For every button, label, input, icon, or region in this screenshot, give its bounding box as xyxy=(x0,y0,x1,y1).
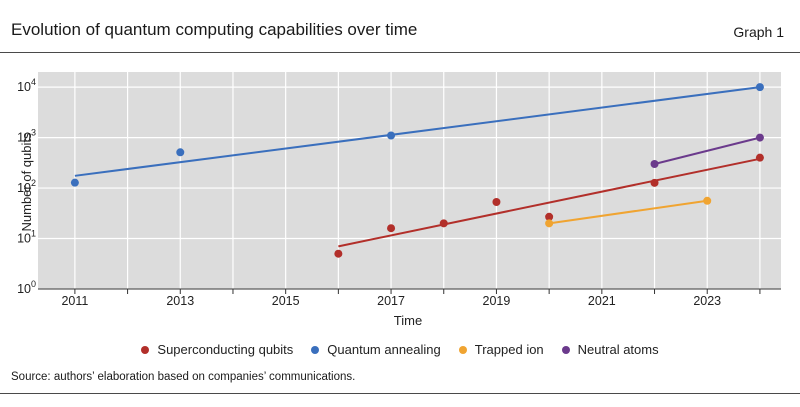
graph-number-label: Graph 1 xyxy=(733,24,784,40)
data-point-neutral-atoms xyxy=(755,133,764,142)
trend-line-superconducting-qubits xyxy=(338,157,761,248)
chart-legend: Superconducting qubits Quantum annealing T… xyxy=(0,342,800,357)
data-point-superconducting-qubits xyxy=(650,178,659,187)
trend-line-trapped-ion xyxy=(549,199,708,225)
data-point-superconducting-qubits xyxy=(492,197,501,206)
legend-label: Superconducting qubits xyxy=(157,342,294,357)
data-point-quantum-annealing xyxy=(755,83,764,92)
trend-line-quantum-annealing xyxy=(74,86,761,177)
x-tick-label: 2013 xyxy=(166,294,194,308)
data-point-superconducting-qubits xyxy=(545,212,554,221)
data-point-superconducting-qubits xyxy=(439,219,448,228)
y-axis-label: Number of qubits xyxy=(19,132,34,231)
legend-item-trapped-ion: Trapped ion xyxy=(458,342,544,357)
data-point-quantum-annealing xyxy=(387,131,396,140)
data-point-neutral-atoms xyxy=(650,159,659,168)
legend-label: Trapped ion xyxy=(474,342,544,357)
bottom-divider xyxy=(0,393,800,394)
data-point-quantum-annealing xyxy=(176,148,185,157)
source-note: Source: authors’ elaboration based on co… xyxy=(11,371,356,383)
legend-marker xyxy=(141,345,150,354)
x-tick-label: 2017 xyxy=(377,294,405,308)
chart-area: 2011 2013 2015 2017 2019 2021 2023100101102103… xyxy=(17,72,781,328)
chart-title: Evolution of quantum computing capabilit… xyxy=(11,20,418,39)
legend-label: Neutral atoms xyxy=(577,342,659,357)
legend-marker xyxy=(311,345,320,354)
data-point-superconducting-qubits xyxy=(755,153,764,162)
x-axis-label: Time xyxy=(394,313,422,328)
plot-background xyxy=(38,72,781,289)
legend-label: Quantum annealing xyxy=(327,342,441,357)
data-point-quantum-annealing xyxy=(70,178,79,187)
top-divider xyxy=(0,52,800,53)
x-tick-label: 2019 xyxy=(483,294,511,308)
data-point-superconducting-qubits xyxy=(387,224,396,233)
legend-item-quantum-annealing: Quantum annealing xyxy=(311,342,441,357)
legend-marker xyxy=(458,345,467,354)
trend-line-neutral-atoms xyxy=(654,136,761,165)
y-tick-label: 100 xyxy=(17,279,36,296)
x-tick-label: 2023 xyxy=(693,294,721,308)
x-tick-label: 2021 xyxy=(588,294,616,308)
legend-marker xyxy=(561,345,570,354)
data-point-superconducting-qubits xyxy=(334,249,343,258)
x-tick-label: 2015 xyxy=(272,294,300,308)
legend-item-neutral-atoms: Neutral atoms xyxy=(561,342,659,357)
data-point-trapped-ion xyxy=(545,219,554,228)
y-tick-label: 104 xyxy=(17,77,36,94)
x-tick-label: 2011 xyxy=(61,294,88,308)
data-point-trapped-ion xyxy=(703,196,712,205)
legend-item-superconducting-qubits: Superconducting qubits xyxy=(141,342,293,357)
